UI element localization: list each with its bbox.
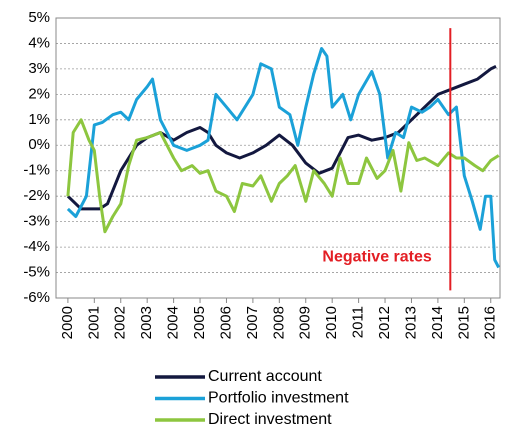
x-tick-label: 2011: [350, 306, 367, 338]
x-tick-label: 2000: [59, 306, 76, 339]
y-tick-label: -6%: [23, 289, 50, 306]
x-tick-label: 2006: [217, 306, 234, 339]
legend-label: Current account: [208, 368, 322, 385]
x-tick-label: 2016: [482, 306, 499, 339]
x-tick-label: 2015: [455, 306, 472, 339]
x-tick-label: 2003: [138, 306, 155, 339]
y-tick-label: 4%: [28, 34, 50, 51]
y-tick-label: 3%: [28, 60, 50, 77]
x-tick-label: 2013: [402, 306, 419, 339]
x-tick-label: 2004: [165, 306, 182, 339]
x-tick-label: 2007: [244, 306, 261, 339]
x-tick-label: 2008: [270, 306, 287, 339]
y-tick-label: -2%: [23, 187, 50, 204]
legend-label: Portfolio investment: [208, 390, 349, 407]
x-tick-label: 2002: [112, 306, 129, 339]
y-tick-label: -5%: [23, 264, 50, 281]
annotation: Negative rates: [322, 248, 431, 265]
series-line: [66, 118, 500, 234]
y-tick-label: 1%: [28, 111, 50, 128]
x-tick-label: 2001: [85, 306, 102, 339]
x-tick-label: 2009: [297, 306, 314, 339]
legend-label: Direct investment: [208, 411, 332, 428]
plot-frame: [55, 17, 501, 299]
y-tick-label: 0%: [28, 136, 50, 153]
y-tick-label: -3%: [23, 213, 50, 230]
x-tick-label: 2010: [323, 306, 340, 339]
x-tick-label: 2005: [191, 306, 208, 339]
series-line: [66, 47, 501, 269]
x-tick-label: 2012: [376, 306, 393, 339]
series-line: [66, 65, 497, 211]
y-tick-label: 5%: [28, 9, 50, 26]
x-tick-label: 2014: [429, 306, 446, 339]
y-tick-label: -1%: [23, 162, 50, 179]
y-tick-label: 2%: [28, 85, 50, 102]
y-tick-label: -4%: [23, 238, 50, 255]
